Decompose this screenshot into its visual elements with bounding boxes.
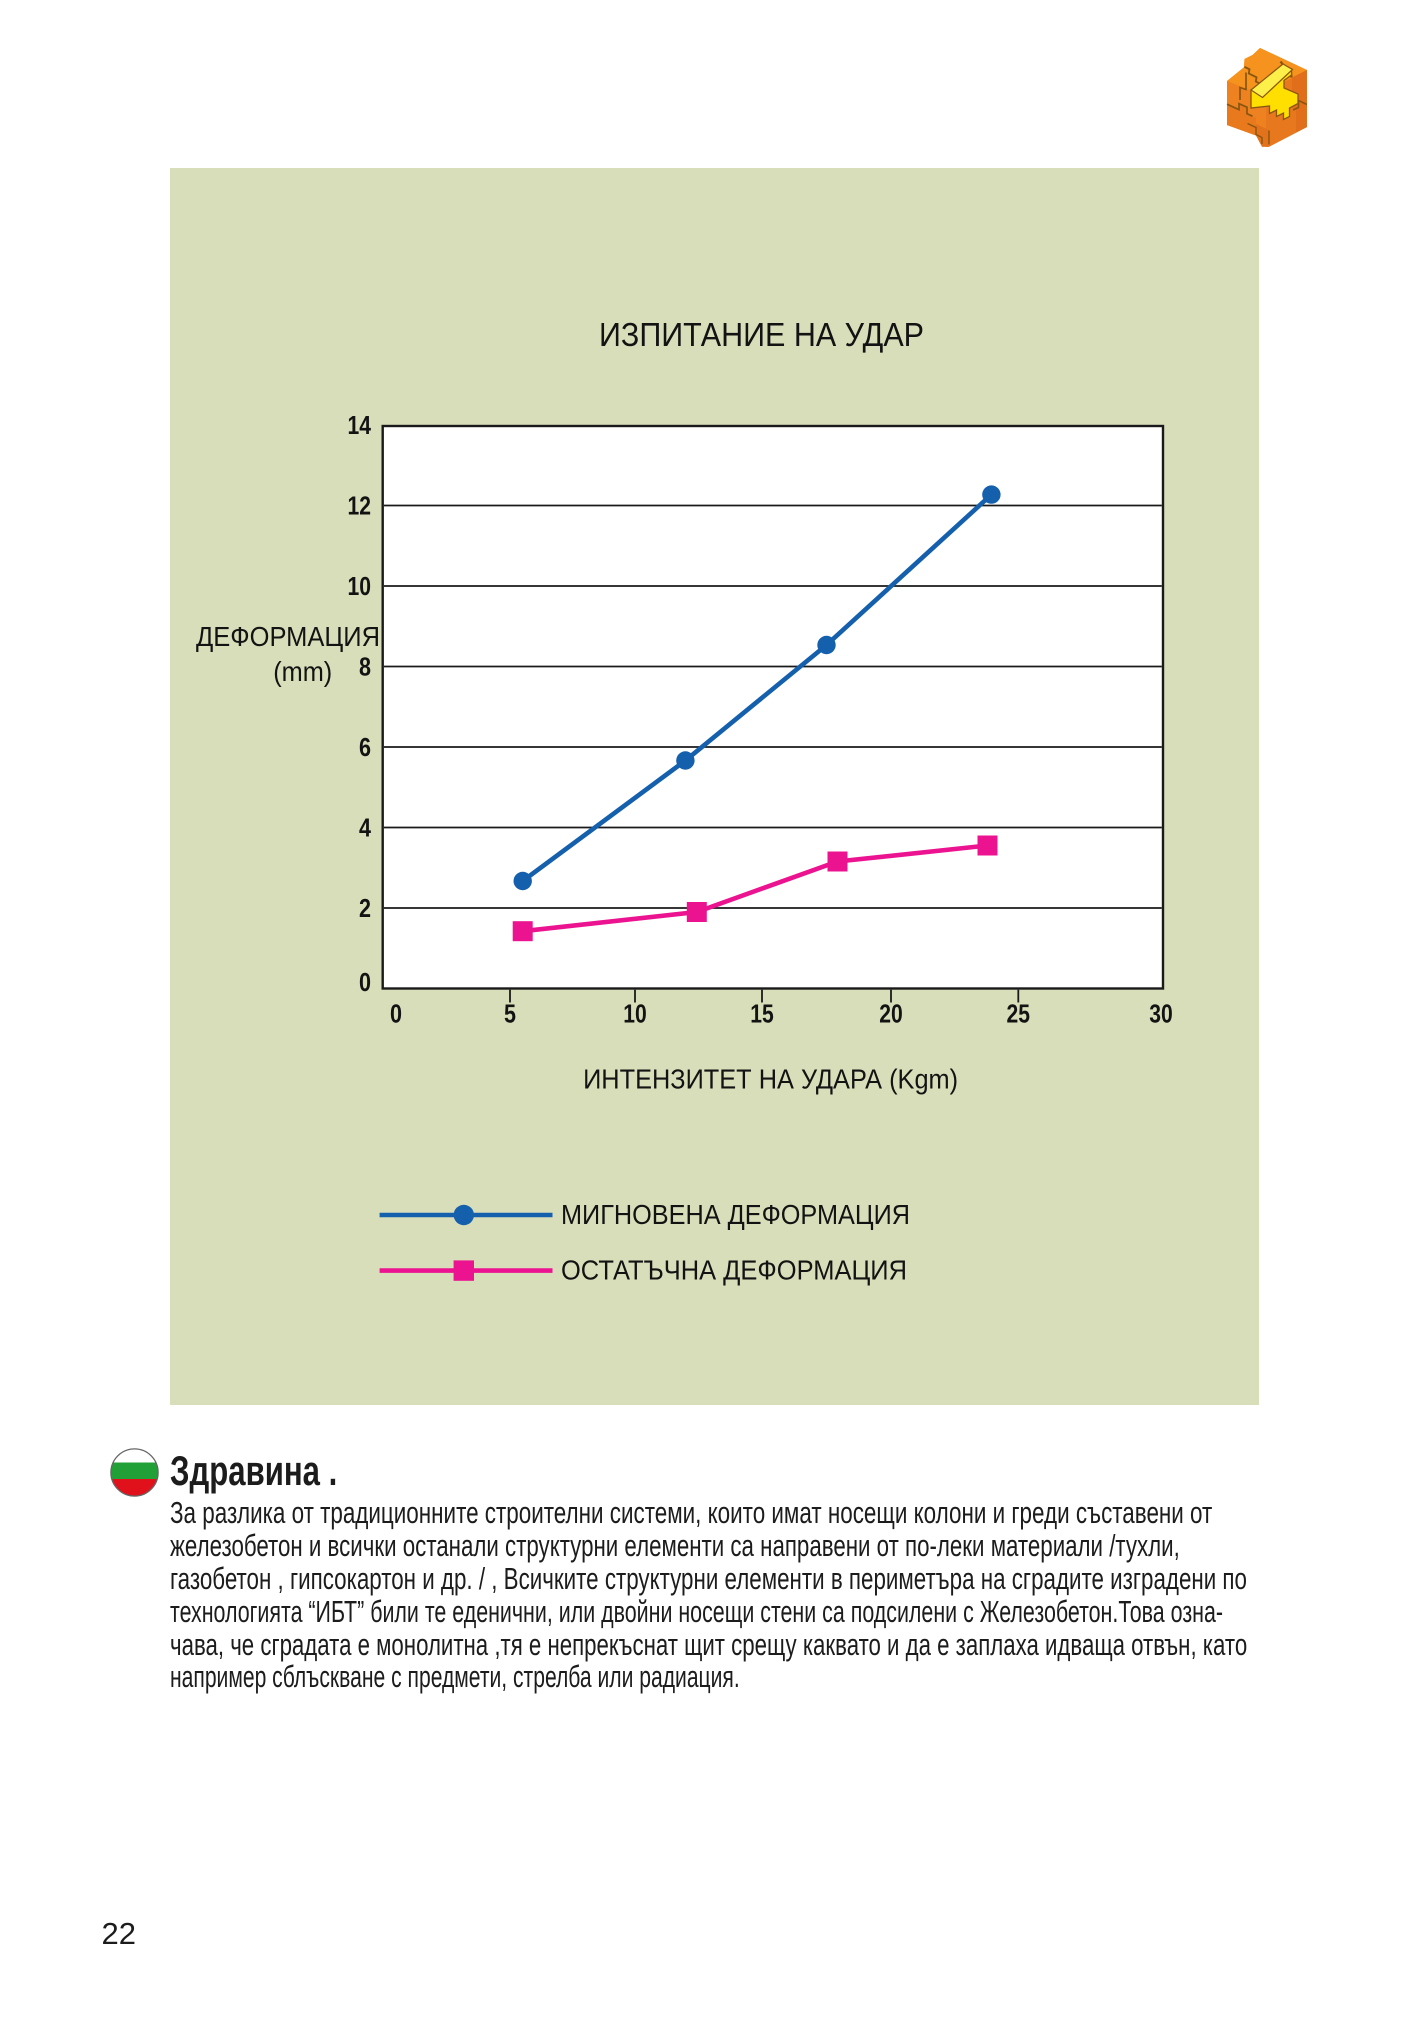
svg-text:25: 25 (1007, 1000, 1031, 1028)
svg-text:10: 10 (348, 573, 372, 601)
svg-text:0: 0 (359, 969, 371, 997)
svg-text:ИЗПИТАНИЕ НА УДАР: ИЗПИТАНИЕ НА УДАР (599, 317, 924, 354)
svg-text:0: 0 (390, 1000, 402, 1028)
svg-text:ИНТЕНЗИТЕТ НА УДАРА (Kgm): ИНТЕНЗИТЕТ НА УДАРА (Kgm) (583, 1063, 958, 1094)
svg-text:14: 14 (348, 412, 372, 440)
svg-text:20: 20 (879, 1000, 903, 1028)
svg-text:(mm): (mm) (273, 656, 332, 687)
svg-text:12: 12 (348, 493, 372, 521)
svg-text:ОСТАТЪЧНА ДЕФОРМАЦИЯ: ОСТАТЪЧНА ДЕФОРМАЦИЯ (561, 1254, 907, 1285)
svg-text:6: 6 (359, 734, 371, 762)
svg-text:15: 15 (750, 1000, 774, 1028)
svg-text:5: 5 (504, 1000, 516, 1028)
svg-text:МИГНОВЕНА ДЕФОРМАЦИЯ: МИГНОВЕНА ДЕФОРМАЦИЯ (561, 1199, 910, 1230)
svg-text:8: 8 (359, 654, 371, 682)
svg-text:30: 30 (1149, 1000, 1173, 1028)
svg-text:ДЕФОРМАЦИЯ: ДЕФОРМАЦИЯ (196, 621, 380, 652)
svg-text:10: 10 (623, 1000, 647, 1028)
svg-text:4: 4 (359, 815, 372, 843)
svg-text:2: 2 (359, 895, 371, 923)
